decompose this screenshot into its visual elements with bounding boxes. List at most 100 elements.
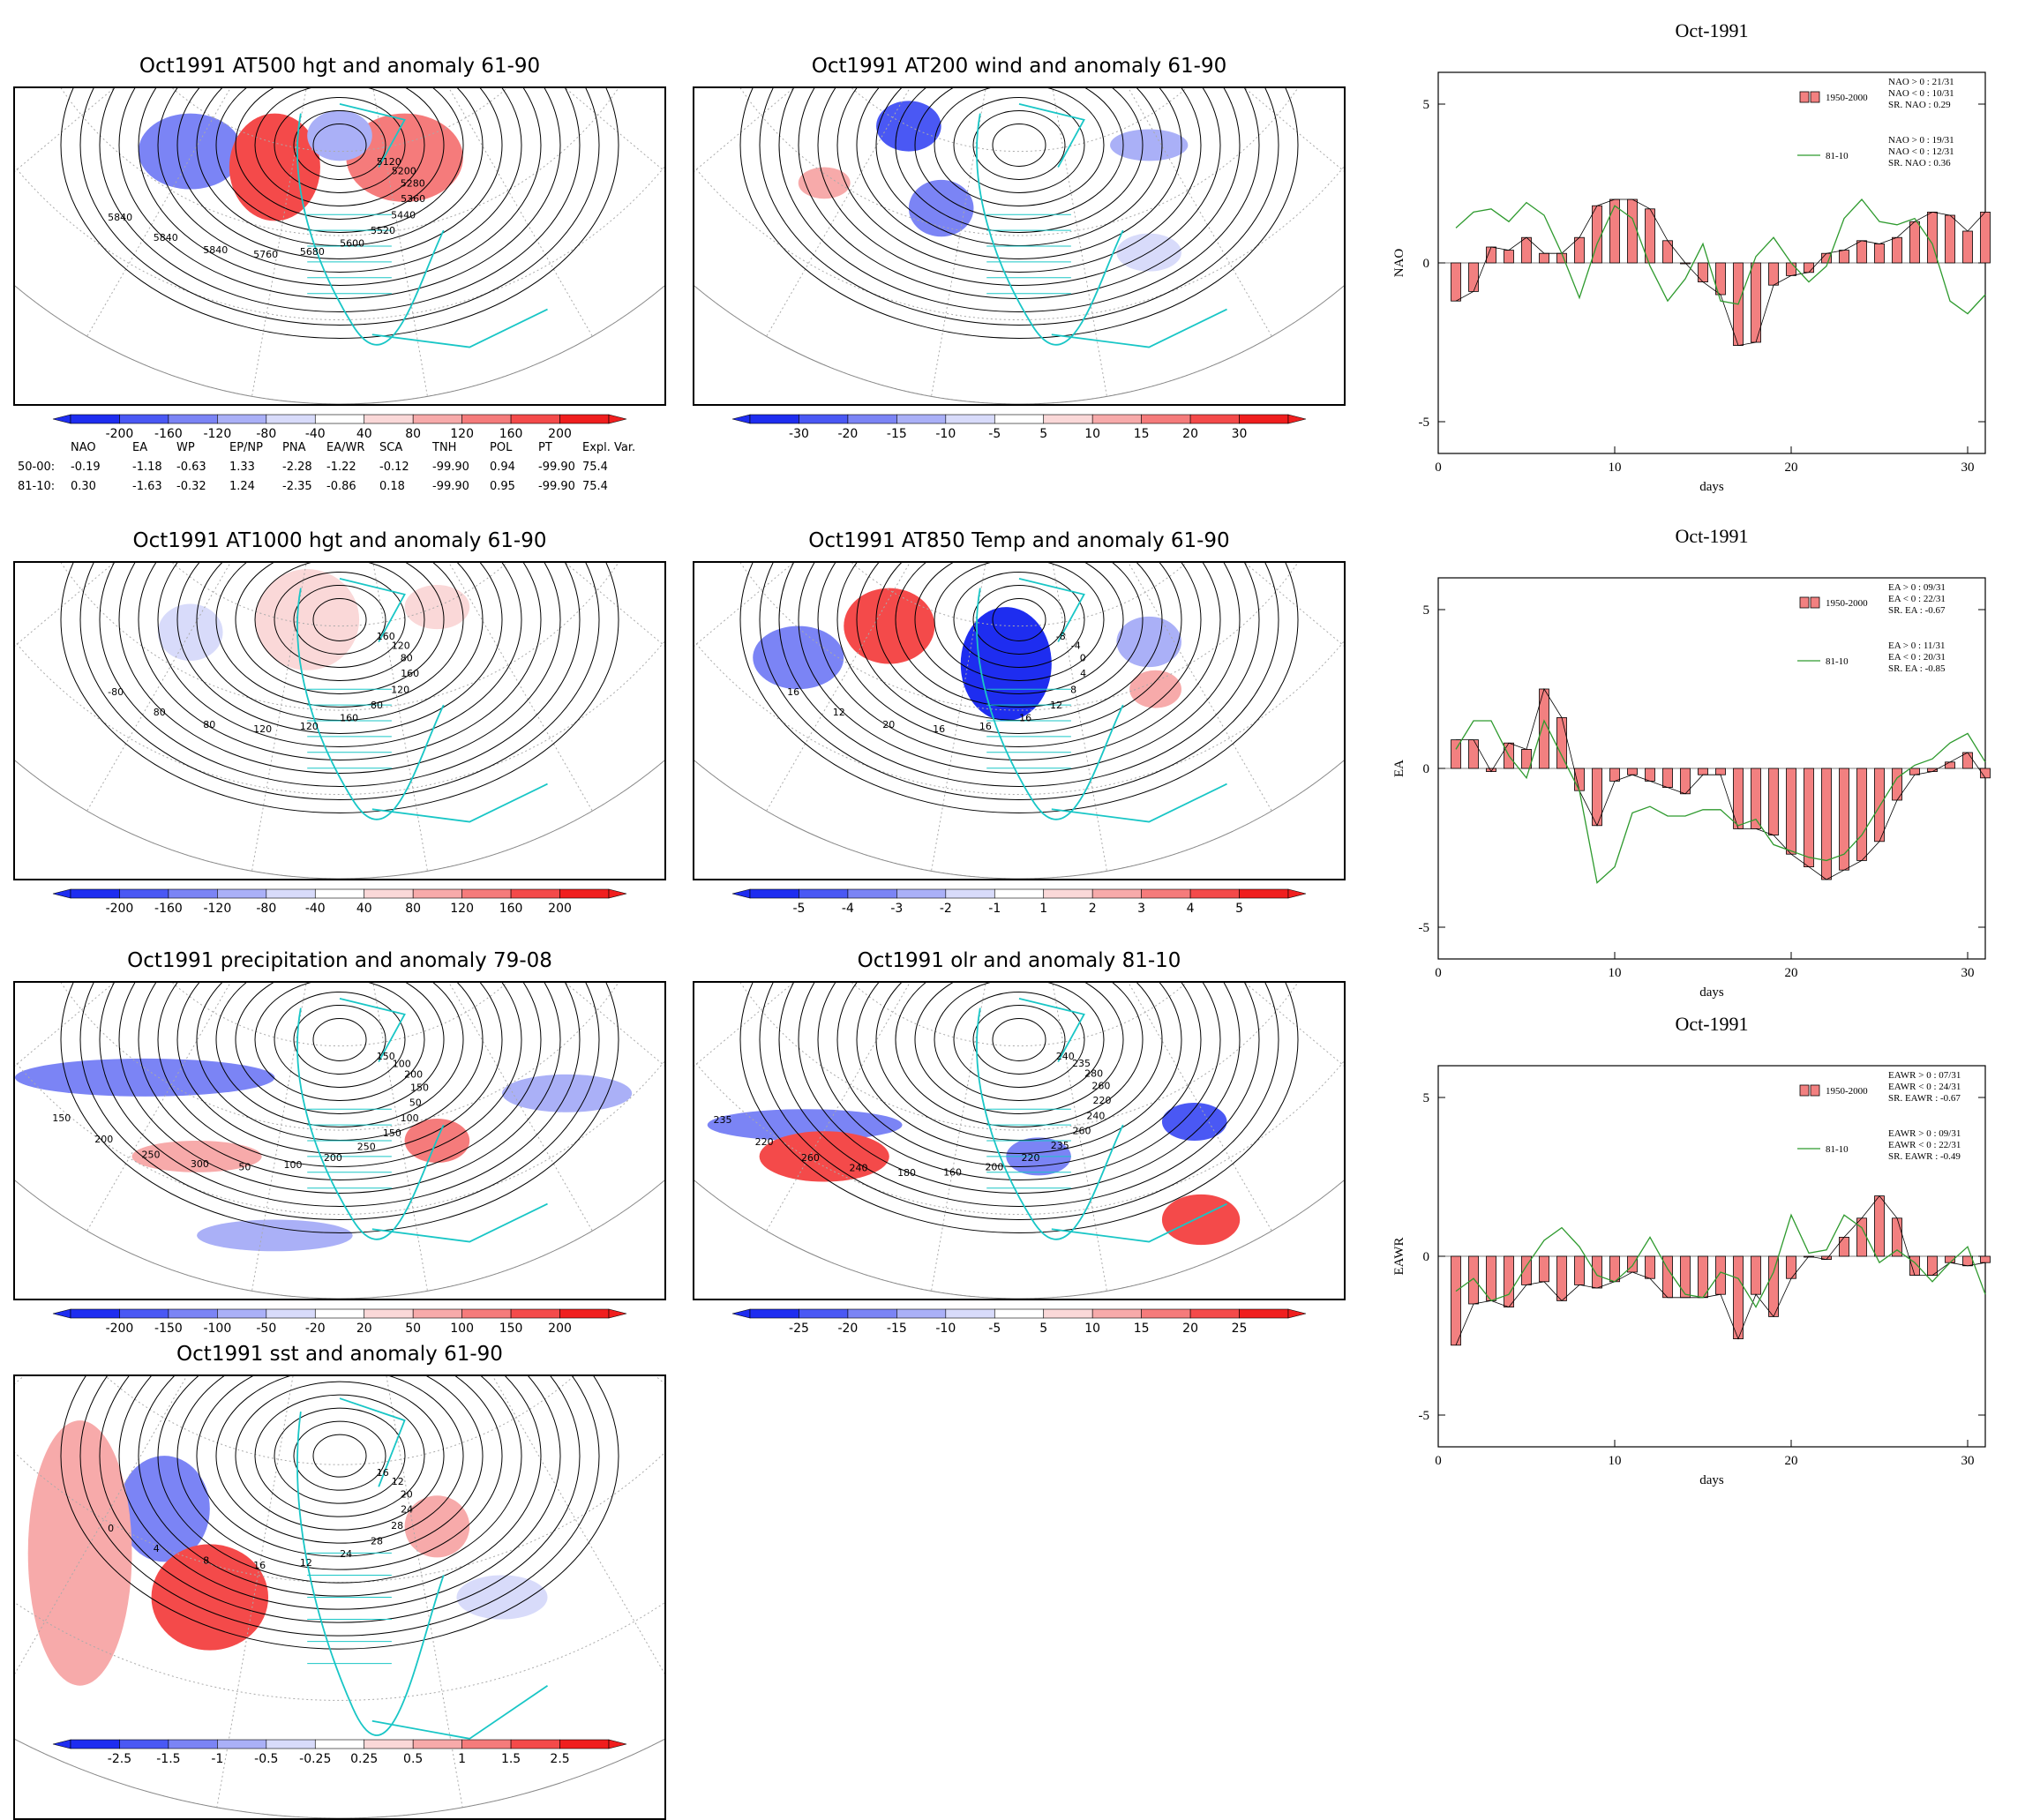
contour-line	[293, 1004, 386, 1075]
contour-line	[176, 1376, 503, 1570]
anomaly-shading	[759, 1131, 889, 1182]
stats-header-cell: Expl. Var.	[582, 441, 636, 454]
anomaly-shading	[197, 1219, 353, 1252]
colorbar-tick-label: 200	[548, 427, 572, 441]
colorbar-tick-label: -120	[203, 902, 231, 916]
legend-stat-text: EA < 0 : 20/31	[1888, 652, 1946, 663]
colorbar-arrow-high	[1287, 888, 1307, 899]
contour-label: 12	[1050, 700, 1062, 711]
contour-line	[138, 88, 542, 286]
meridian-line	[251, 563, 341, 872]
index-bar	[1609, 198, 1620, 264]
colorbar-arrow-high	[608, 414, 627, 424]
colorbar-segment	[364, 1308, 414, 1319]
index-bar	[1609, 768, 1620, 782]
contour-label: 50	[238, 1162, 251, 1173]
contour-label: 24	[340, 1548, 352, 1560]
colorbar-arrow-low	[52, 888, 71, 899]
timeseries-title: Oct-1991	[1675, 1013, 1749, 1035]
climatology-line	[1455, 198, 1986, 315]
contour-label: 4	[1080, 668, 1086, 679]
y-axis-label: EAWR	[1392, 1238, 1406, 1276]
stats-value-cell: 75.4	[582, 461, 608, 474]
x-tick-label: 10	[1609, 966, 1622, 980]
contour-label: 260	[1091, 1081, 1110, 1092]
contour-line	[895, 983, 1144, 1127]
colorbar-segment	[412, 1308, 462, 1319]
contour-label: 80	[371, 700, 383, 711]
colorbar-segment	[412, 888, 462, 899]
colorbar-tick-label: -0.25	[299, 1752, 331, 1766]
contour-line	[235, 983, 445, 1114]
contour-line	[157, 88, 522, 273]
contour-line	[875, 983, 1163, 1141]
meridian-line	[694, 983, 1020, 1119]
colorbar-tick-label: -15	[887, 427, 907, 441]
stats-value-cell: -99.90	[538, 461, 575, 474]
index-bar	[1962, 752, 1973, 769]
contour-line	[953, 571, 1085, 668]
contour-line	[953, 991, 1085, 1088]
colorbar-segment	[945, 414, 995, 424]
colorbar-segment	[1189, 414, 1240, 424]
colorbar-segment	[896, 414, 947, 424]
meridian-line	[1018, 88, 1344, 224]
colorbar-segment	[119, 414, 169, 424]
colorbar-tick-label: 200	[548, 1322, 572, 1336]
colorbar-segment	[847, 414, 897, 424]
colorbar-segment	[945, 888, 995, 899]
contour-line	[312, 1017, 367, 1061]
index-bar	[1804, 262, 1814, 273]
meridian-line	[766, 563, 1020, 812]
contour-label: 16	[1019, 712, 1031, 723]
x-tick-label: 30	[1961, 966, 1975, 980]
colorbar-segment	[799, 888, 849, 899]
meridian-line	[931, 88, 1020, 397]
contour-label: 5280	[401, 178, 425, 190]
colorbar-segment	[1239, 1308, 1289, 1319]
stats-header-cell: PNA	[282, 441, 306, 454]
index-bar	[1574, 768, 1585, 791]
colorbar-tick-label: -200	[106, 902, 134, 916]
x-tick-label: 30	[1961, 461, 1975, 475]
colorbar-arrow-high	[608, 888, 627, 899]
contour-label: 5840	[203, 244, 228, 256]
x-tick-label: 0	[1435, 461, 1442, 475]
meridian-line	[1018, 88, 1272, 337]
stats-header-cell: EP/NP	[229, 441, 263, 454]
map-title: Oct1991 AT200 wind and anomaly 61-90	[811, 55, 1227, 78]
colorbar-segment	[1141, 888, 1191, 899]
meridian-line	[86, 983, 341, 1232]
colorbar-tick-label: 20	[356, 1322, 372, 1336]
contour-label: 0	[108, 1523, 114, 1534]
legend-bar-swatch	[1799, 1084, 1810, 1097]
contour-line	[274, 96, 406, 193]
colorbar-tick-label: 2	[1089, 902, 1097, 916]
colorbar-tick-label: 40	[356, 902, 372, 916]
contour-label: 16	[787, 686, 799, 698]
anomaly-shading	[753, 625, 844, 690]
colorbar-tick-label: -20	[837, 1322, 858, 1336]
contour-label: -8	[1056, 631, 1066, 642]
anomaly-shading	[1129, 670, 1181, 708]
colorbar-tick-label: -200	[106, 427, 134, 441]
index-bar	[1768, 768, 1779, 835]
meridian-line	[339, 563, 428, 872]
colorbar-arrow-low	[52, 1739, 71, 1749]
colorbar-tick-label: 120	[450, 902, 474, 916]
contour-line	[274, 571, 406, 668]
colorbar-segment	[70, 1308, 120, 1319]
contour-line	[79, 1376, 600, 1637]
colorbar-segment	[510, 1308, 560, 1319]
stats-value-cell: -2.35	[282, 480, 312, 493]
colorbar-segment	[799, 414, 849, 424]
map-title: Oct1991 AT850 Temp and anomaly 61-90	[808, 529, 1230, 552]
contour-label: 4	[154, 1543, 160, 1554]
stats-value-cell: 0.95	[490, 480, 515, 493]
legend-bar-swatch	[1810, 91, 1820, 103]
y-tick-label: 5	[1423, 98, 1430, 112]
colorbar-arrow-high	[608, 1739, 627, 1749]
